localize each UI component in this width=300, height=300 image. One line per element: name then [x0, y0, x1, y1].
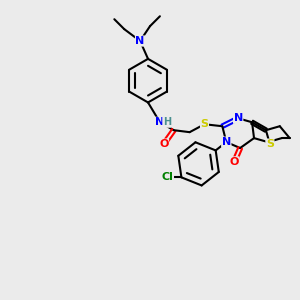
Text: N: N — [136, 36, 145, 46]
Text: N: N — [234, 113, 243, 123]
Text: H: H — [163, 117, 171, 127]
Text: O: O — [230, 157, 239, 167]
Text: O: O — [159, 139, 169, 149]
Text: S: S — [200, 119, 208, 129]
Text: S: S — [266, 139, 274, 149]
Text: Cl: Cl — [162, 172, 173, 182]
Text: N: N — [222, 137, 231, 147]
Text: N: N — [155, 117, 164, 127]
